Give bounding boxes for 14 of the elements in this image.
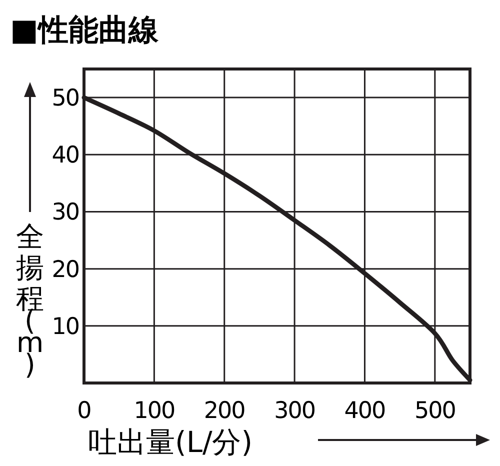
y-tick-label: 10 [52,314,80,340]
x-tick-label: 400 [344,398,386,424]
y-tick-label: 30 [52,200,80,226]
x-tick-label: 500 [414,398,456,424]
y-tick-label: 20 [52,256,80,283]
y-axis-title: 全揚程(m) [16,220,44,381]
y-tick-label: 40 [52,142,80,169]
chart-title: ■性能曲線 [10,13,160,48]
x-tick-label: 300 [274,398,316,424]
y-tick-label: 50 [52,86,80,112]
x-tick-label: 200 [204,398,246,424]
x-tick-label: 0 [77,398,92,424]
x-axis-title: 吐出量(L/分) [88,425,253,459]
x-tick-label: 100 [134,398,175,424]
